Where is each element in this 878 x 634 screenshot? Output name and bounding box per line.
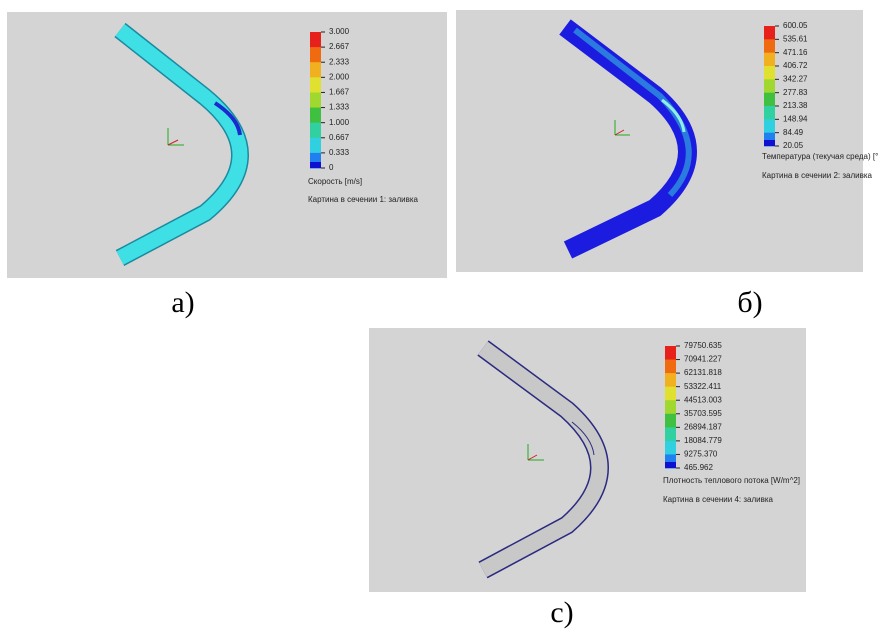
legend-tick-label: 2.333	[329, 57, 350, 66]
legend-tick-label: 0	[329, 163, 334, 172]
legend-tick-label: 44513.003	[684, 395, 722, 404]
colorbar-segment	[310, 47, 321, 63]
legend-tick-label: 1.333	[329, 103, 350, 112]
legend-tick-label: 70941.227	[684, 355, 722, 364]
legend-quantity: Плотность теплового потока [W/m^2]	[663, 476, 800, 485]
colorbar-segment	[310, 62, 321, 78]
colorbar-segment	[310, 123, 321, 139]
legend-tick-label: 62131.818	[684, 368, 722, 377]
legend-tick-label: 1.000	[329, 118, 350, 127]
colorbar-segment	[764, 93, 775, 107]
colorbar-end	[665, 462, 676, 468]
legend-tick-label: 53322.411	[684, 382, 722, 391]
colorbar-segment	[764, 106, 775, 120]
legend-tick-label: 465.962	[684, 463, 713, 472]
colorbar-segment	[764, 39, 775, 53]
legend-tick-label: 471.16	[783, 48, 808, 57]
colorbar-segment	[310, 92, 321, 108]
colorbar-segment	[764, 53, 775, 67]
panel-label: c)	[550, 596, 573, 629]
legend-tick-label: 2.667	[329, 42, 350, 51]
legend-tick-label: 20.05	[783, 141, 804, 150]
legend-tick-label: 0.333	[329, 148, 350, 157]
colorbar-end	[310, 162, 321, 168]
legend-caption: Картина в сечении 2: заливка	[762, 171, 873, 180]
figure: а) б) c) 3.000 2.667 2.333 2.000 1.667 1.333 1…	[0, 0, 878, 634]
panel-label: б)	[737, 286, 762, 319]
legend-tick-label: 600.05	[783, 21, 808, 30]
legend-tick-label: 3.000	[329, 27, 350, 36]
legend-tick-label: 0.667	[329, 133, 350, 142]
panel-label: а)	[171, 286, 194, 319]
legend-quantity: Скорость [m/s]	[308, 177, 362, 186]
colorbar-segment	[310, 32, 321, 48]
colorbar-segment	[310, 138, 321, 154]
legend-tick-label: 213.38	[783, 101, 808, 110]
panel-a	[7, 12, 447, 278]
colorbar-segment	[665, 373, 676, 387]
colorbar-segment	[665, 441, 676, 455]
colorbar-segment	[665, 346, 676, 360]
legend-tick-label: 148.94	[783, 114, 808, 123]
colorbar-segment	[764, 26, 775, 40]
colorbar-segment	[764, 119, 775, 133]
legend-tick-label: 1.667	[329, 88, 350, 97]
colorbar-end	[764, 140, 775, 146]
legend-tick-label: 26894.187	[684, 422, 722, 431]
colorbar-segment	[310, 77, 321, 93]
legend-tick-label: 277.83	[783, 88, 808, 97]
legend-tick-label: 35703.595	[684, 409, 722, 418]
legend-tick-label: 406.72	[783, 61, 808, 70]
legend-tick-label: 535.61	[783, 34, 808, 43]
colorbar-segment	[665, 387, 676, 401]
panel-c	[369, 328, 806, 592]
colorbar-segment	[310, 108, 321, 124]
legend-tick-label: 342.27	[783, 74, 808, 83]
colorbar-segment	[764, 79, 775, 93]
legend-quantity: Температура (текучая среда) [°C]	[762, 152, 878, 161]
colorbar-segment	[665, 427, 676, 441]
colorbar-segment	[764, 66, 775, 80]
legend-tick-label: 84.49	[783, 128, 804, 137]
colorbar-segment	[665, 414, 676, 428]
legend-tick-label: 9275.370	[684, 450, 718, 459]
colorbar-segment	[665, 360, 676, 374]
colorbar-segment	[665, 400, 676, 414]
legend-caption: Картина в сечении 1: заливка	[308, 195, 419, 204]
legend-caption: Картина в сечении 4: заливка	[663, 495, 774, 504]
legend-tick-label: 2.000	[329, 72, 350, 81]
legend-tick-label: 18084.779	[684, 436, 722, 445]
legend-tick-label: 79750.635	[684, 341, 722, 350]
